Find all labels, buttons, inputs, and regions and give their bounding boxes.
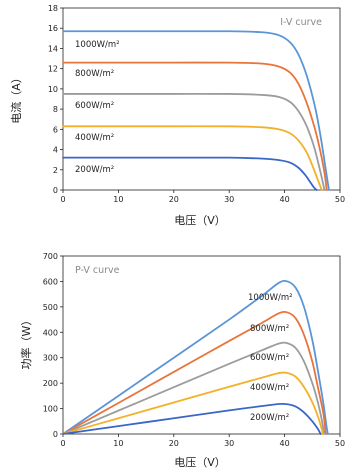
series-line-600 [62, 341, 325, 435]
y-axis-title: 电流（A） [9, 72, 23, 124]
x-tick-label: 0 [60, 439, 65, 448]
y-tick-label: 16 [48, 24, 58, 33]
x-tick-label: 10 [113, 439, 123, 448]
y-tick-label: 4 [53, 146, 58, 155]
series-label-800: 800W/m² [75, 69, 114, 79]
x-tick-label: 50 [335, 439, 345, 448]
series-label-200: 200W/m² [75, 165, 114, 175]
series-line-800 [62, 310, 327, 435]
chart-iv: 0 10 20 30 40 50 0 2 4 6 8 10 12 14 16 18 电压（V） 电流（A） I-V … [9, 4, 345, 227]
y-tick-label: 14 [48, 44, 58, 53]
series-line-200 [62, 156, 318, 191]
y-tick-label: 8 [53, 105, 58, 114]
series-line-400 [62, 371, 324, 435]
y-tick-label: 0 [53, 430, 58, 439]
chart-pv: 0 10 20 30 40 500100200300400500600700电压（V）功率… [19, 252, 345, 469]
x-tick-label: 30 [224, 439, 234, 448]
series-line-1000 [62, 279, 329, 435]
series-label-1000: 1000W/m² [75, 40, 120, 50]
x-tick-label: 10 [113, 195, 123, 204]
x-axis-title: 电压（V） [174, 456, 226, 469]
x-axis-title: 电压（V） [174, 214, 226, 227]
y-tick-label: 500 [43, 303, 58, 312]
y-tick-label: 100 [43, 405, 58, 414]
x-tick-label: 40 [280, 439, 290, 448]
x-tick-label: 20 [169, 439, 179, 448]
plot-frame [62, 255, 341, 435]
y-tick-label: 400 [43, 328, 58, 337]
series-label-200: 200W/m² [250, 413, 289, 423]
y-tick-label: 0 [53, 186, 58, 195]
x-tick-label: 30 [224, 195, 234, 204]
series-line-800 [62, 61, 328, 191]
x-tick-label: 40 [280, 195, 290, 204]
series-label-600: 600W/m² [250, 353, 289, 363]
series-label-400: 400W/m² [250, 383, 289, 393]
y-tick-label: 300 [43, 354, 58, 363]
series-label-600: 600W/m² [75, 101, 114, 111]
series-line-400 [62, 125, 323, 191]
series-label-1000: 1000W/m² [248, 293, 293, 303]
x-tick-label: 20 [169, 195, 179, 204]
series-label-400: 400W/m² [75, 133, 114, 143]
series-line-200 [62, 402, 322, 435]
y-tick-label: 18 [48, 4, 58, 13]
x-tick-label: 0 [60, 195, 65, 204]
y-tick-label: 10 [48, 85, 58, 94]
series-line-1000 [62, 30, 330, 191]
y-tick-label: 600 [43, 277, 58, 286]
chart-title: I-V curve [280, 17, 322, 28]
y-tick-label: 700 [43, 252, 58, 261]
plot-frame [62, 7, 341, 191]
y-tick-label: 12 [48, 65, 58, 74]
x-tick-label: 50 [335, 195, 345, 204]
y-axis-title: 功率（W） [19, 315, 33, 370]
y-tick-label: 200 [43, 379, 58, 388]
y-tick-label: 6 [53, 125, 58, 134]
chart-title: P-V curve [75, 265, 120, 276]
y-tick-label: 2 [53, 166, 58, 175]
series-label-800: 800W/m² [250, 324, 289, 334]
series-line-600 [62, 92, 326, 191]
